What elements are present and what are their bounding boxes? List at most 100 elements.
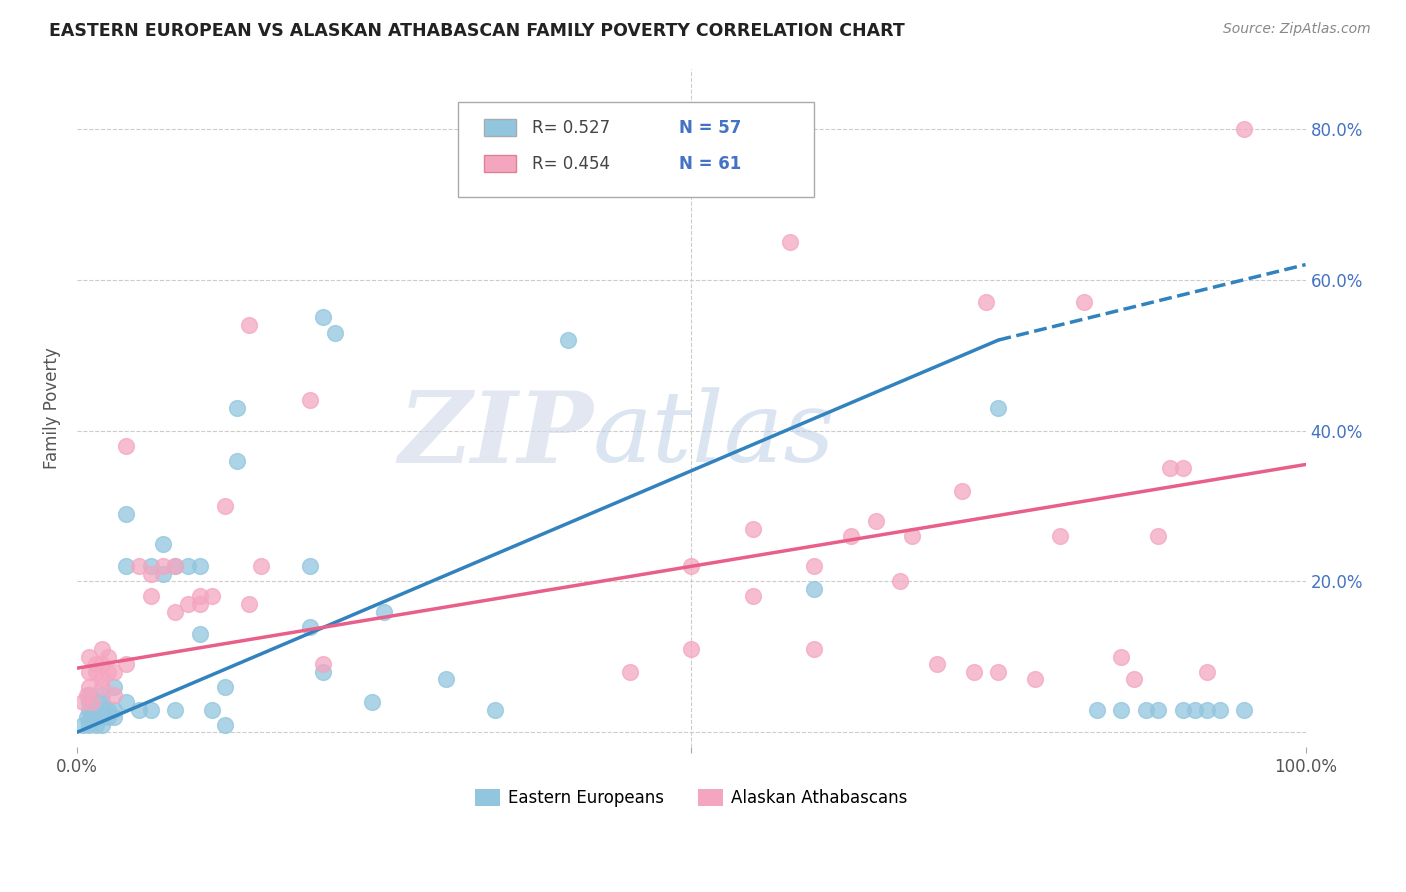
Point: [1233, 121, 1256, 136]
Point: [79, 703, 101, 717]
Point: [188, 590, 211, 604]
Text: Source: ZipAtlas.com: Source: ZipAtlas.com: [1223, 22, 1371, 37]
Point: [188, 597, 211, 611]
Point: [839, 529, 862, 543]
Point: [84, 717, 107, 731]
Point: [103, 688, 125, 702]
Point: [79, 649, 101, 664]
Point: [299, 393, 322, 408]
Point: [152, 566, 174, 581]
Point: [1208, 703, 1230, 717]
Point: [176, 559, 198, 574]
Point: [1135, 703, 1157, 717]
Point: [72, 717, 94, 731]
Point: [115, 657, 138, 672]
Point: [176, 597, 198, 611]
Point: [115, 439, 138, 453]
Point: [1233, 703, 1256, 717]
Text: ZIP: ZIP: [398, 387, 593, 483]
Text: EASTERN EUROPEAN VS ALASKAN ATHABASCAN FAMILY POVERTY CORRELATION CHART: EASTERN EUROPEAN VS ALASKAN ATHABASCAN F…: [49, 22, 905, 40]
Point: [865, 514, 887, 528]
Text: N = 57: N = 57: [679, 119, 741, 136]
Point: [188, 559, 211, 574]
Point: [188, 627, 211, 641]
FancyBboxPatch shape: [484, 154, 516, 172]
Point: [361, 695, 384, 709]
Point: [803, 642, 825, 657]
Point: [165, 605, 187, 619]
Point: [1197, 703, 1219, 717]
Point: [987, 401, 1010, 415]
Point: [139, 590, 162, 604]
Point: [1197, 665, 1219, 679]
Point: [312, 310, 335, 325]
Point: [84, 657, 107, 672]
Point: [1184, 703, 1206, 717]
Point: [803, 582, 825, 596]
Point: [1109, 703, 1132, 717]
Point: [484, 703, 506, 717]
Point: [1159, 461, 1181, 475]
Point: [1171, 461, 1194, 475]
Point: [987, 665, 1010, 679]
Point: [97, 649, 120, 664]
Point: [103, 710, 125, 724]
Point: [373, 605, 395, 619]
Point: [84, 665, 107, 679]
Point: [434, 673, 457, 687]
Point: [103, 665, 125, 679]
Point: [79, 695, 101, 709]
Point: [72, 695, 94, 709]
Point: [741, 522, 763, 536]
Point: [90, 695, 112, 709]
Point: [1122, 673, 1144, 687]
FancyBboxPatch shape: [458, 103, 814, 197]
Point: [139, 703, 162, 717]
Point: [152, 559, 174, 574]
Point: [1147, 529, 1170, 543]
Point: [152, 537, 174, 551]
Text: R= 0.527: R= 0.527: [531, 119, 610, 136]
Point: [80, 695, 103, 709]
Point: [139, 566, 162, 581]
Point: [1147, 703, 1170, 717]
Point: [115, 559, 138, 574]
Point: [925, 657, 948, 672]
Point: [889, 574, 911, 589]
Point: [803, 559, 825, 574]
Point: [103, 703, 125, 717]
Point: [619, 665, 641, 679]
Point: [79, 665, 101, 679]
Point: [90, 680, 112, 694]
Point: [115, 695, 138, 709]
Y-axis label: Family Poverty: Family Poverty: [44, 347, 60, 469]
Legend: Eastern Europeans, Alaskan Athabascans: Eastern Europeans, Alaskan Athabascans: [468, 782, 914, 814]
Point: [1171, 703, 1194, 717]
Point: [214, 717, 236, 731]
Point: [90, 717, 112, 731]
Point: [1073, 295, 1095, 310]
FancyBboxPatch shape: [484, 119, 516, 136]
Point: [90, 642, 112, 657]
Point: [901, 529, 924, 543]
Point: [97, 710, 120, 724]
Point: [1109, 649, 1132, 664]
Point: [963, 665, 986, 679]
Point: [214, 680, 236, 694]
Point: [79, 717, 101, 731]
Point: [201, 703, 224, 717]
Point: [681, 559, 703, 574]
Point: [950, 483, 973, 498]
Point: [299, 620, 322, 634]
Point: [128, 559, 150, 574]
Point: [779, 235, 801, 249]
Point: [90, 657, 112, 672]
Point: [139, 559, 162, 574]
Point: [128, 703, 150, 717]
Point: [225, 454, 247, 468]
Point: [97, 703, 120, 717]
Point: [1024, 673, 1046, 687]
Point: [76, 710, 98, 724]
Point: [225, 401, 247, 415]
Point: [741, 590, 763, 604]
